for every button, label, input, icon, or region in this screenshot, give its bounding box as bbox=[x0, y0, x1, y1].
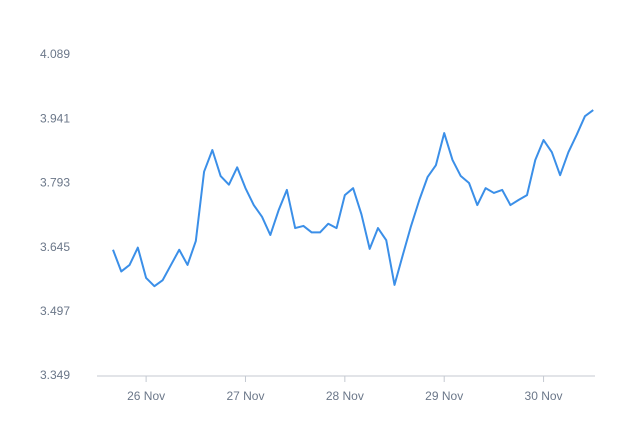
y-tick-label: 4.089 bbox=[40, 47, 70, 61]
x-tick-label: 29 Nov bbox=[425, 389, 463, 403]
x-tick-label: 26 Nov bbox=[127, 389, 165, 403]
y-tick-label: 3.497 bbox=[40, 304, 70, 318]
line bbox=[112, 109, 594, 288]
y-tick-label: 3.793 bbox=[40, 176, 70, 190]
x-tick-label: 30 Nov bbox=[525, 389, 563, 403]
y-tick-label: 3.645 bbox=[40, 240, 70, 254]
x-tick-label: 28 Nov bbox=[326, 389, 364, 403]
y-tick-label: 3.941 bbox=[40, 111, 70, 125]
y-tick-label: 3.349 bbox=[40, 368, 70, 382]
x-tick-label: 27 Nov bbox=[226, 389, 264, 403]
